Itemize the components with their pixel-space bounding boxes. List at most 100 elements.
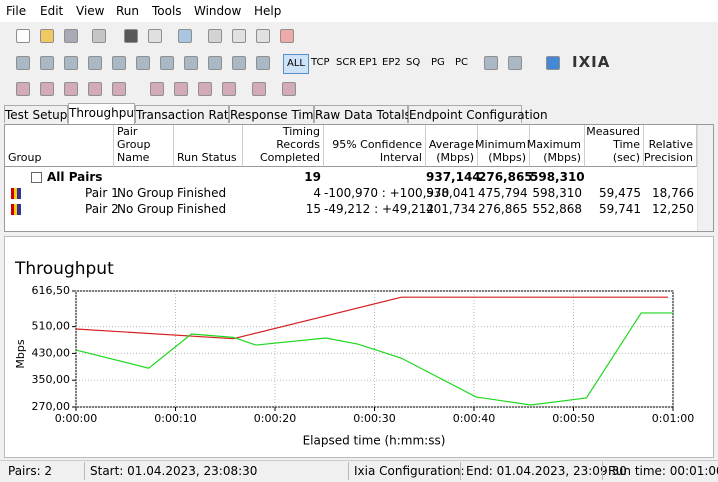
tab[interactable]: Throughput [68, 103, 139, 124]
menu-item[interactable]: Help [254, 4, 282, 18]
pair-icon [11, 188, 21, 199]
menu-item[interactable]: File [6, 4, 27, 18]
filter-button[interactable]: PG [431, 57, 445, 68]
data-line [75, 312, 673, 406]
table-cell: 937,144 [426, 170, 481, 184]
tab[interactable]: Response Time [229, 105, 321, 123]
results-table: Group Pair Group Name Run Status Timing Rec… [4, 124, 714, 232]
data-line [75, 296, 669, 340]
menu-item[interactable]: Run [116, 4, 140, 18]
filter-button[interactable]: PC [455, 57, 469, 68]
toolbar-button[interactable] [184, 56, 198, 70]
table-cell: Finished [177, 202, 227, 216]
toolbar-button[interactable] [40, 56, 54, 70]
menu-item[interactable]: View [76, 4, 105, 18]
table-cell: 276,865 [478, 202, 528, 216]
status-field: Pairs: 2 [8, 464, 53, 478]
scrollbar [697, 125, 713, 231]
toolbar-button[interactable] [160, 56, 174, 70]
filter-button[interactable]: TCP [311, 57, 330, 68]
status-field: End: 01.04.2023, 23:09:30 [466, 464, 627, 478]
toolbar-button[interactable] [282, 82, 296, 96]
filter-button[interactable]: ALL [283, 54, 309, 74]
toolbar-button[interactable] [178, 29, 192, 43]
toolbar-button[interactable] [252, 82, 266, 96]
toolbar-button[interactable] [484, 56, 498, 70]
table-cell: 19 [304, 170, 321, 184]
filter-button[interactable]: SCR [336, 57, 357, 68]
table-cell: 59,741 [599, 202, 641, 216]
y-axis-label: Mbps [14, 339, 27, 368]
menu-item[interactable]: Tools [152, 4, 182, 18]
toolbar-button[interactable] [88, 56, 102, 70]
toolbar-button[interactable] [546, 56, 560, 70]
toolbar-button[interactable] [136, 56, 150, 70]
status-field: Run time: 00:01:00 [608, 464, 718, 478]
toolbar-button[interactable] [64, 29, 78, 43]
toolbar-button[interactable] [208, 56, 222, 70]
y-tick-label: 510,00 [32, 320, 71, 333]
table-cell: 401,734 [426, 202, 476, 216]
toolbar-button[interactable] [198, 82, 212, 96]
tab[interactable]: Transaction Rate [135, 105, 236, 123]
filter-button[interactable]: SQ [406, 57, 421, 68]
column-header: Maximum (Mbps) [527, 125, 585, 167]
table-cell: 475,794 [478, 186, 528, 200]
column-header: 95% Confidence Interval [324, 125, 426, 167]
y-tick-label: 616,50 [32, 284, 71, 297]
filter-button[interactable]: EP1 [359, 57, 378, 68]
x-tick-label: 0:00:00 [55, 412, 97, 425]
table-cell: 12,250 [652, 202, 694, 216]
table-cell: No Group [117, 186, 174, 200]
toolbar-button[interactable] [256, 56, 270, 70]
table-cell: 598,310 [530, 170, 585, 184]
logo: IXIA [572, 53, 611, 71]
toolbar-button[interactable] [232, 56, 246, 70]
toolbar-button[interactable] [508, 56, 522, 70]
x-tick-label: 0:00:10 [154, 412, 196, 425]
toolbar-button[interactable] [150, 82, 164, 96]
toolbar-button[interactable] [112, 82, 126, 96]
tab[interactable]: Test Setup [4, 105, 68, 123]
toolbar-button[interactable] [88, 82, 102, 96]
x-tick-label: 0:00:20 [254, 412, 296, 425]
status-separator [348, 462, 349, 480]
tab[interactable]: Endpoint Configuration [408, 105, 548, 123]
toolbar-button[interactable] [174, 82, 188, 96]
toolbar-button[interactable] [112, 56, 126, 70]
status-separator [84, 462, 85, 480]
menu-item[interactable]: Window [194, 4, 242, 18]
toolbar-button[interactable] [64, 56, 78, 70]
status-field: Ixia Configuration: [354, 464, 465, 478]
menu-item[interactable]: Edit [40, 4, 64, 18]
collapse-toggle[interactable] [31, 172, 42, 183]
toolbar-button[interactable] [64, 82, 78, 96]
toolbar-button[interactable] [92, 29, 106, 43]
filter-button[interactable]: EP2 [382, 57, 401, 68]
table-cell: Pair 1 [85, 186, 119, 200]
toolbar-button[interactable] [40, 29, 54, 43]
toolbar-button[interactable] [40, 82, 54, 96]
toolbar-button[interactable] [16, 82, 30, 96]
column-header: Relative Precision [644, 125, 697, 167]
table-cell: No Group [117, 202, 174, 216]
toolbar-button[interactable] [222, 82, 236, 96]
toolbar-button[interactable] [16, 56, 30, 70]
toolbar-button[interactable] [124, 29, 138, 43]
toolbar-button[interactable] [280, 29, 294, 43]
table-cell: 15 [305, 202, 321, 216]
table-cell: Finished [177, 186, 227, 200]
column-header: Measured Time (sec) [585, 125, 644, 167]
column-header: Timing Records Completed [243, 125, 324, 167]
toolbar-button[interactable] [148, 29, 162, 43]
column-header: Group [5, 125, 114, 167]
toolbar-button[interactable] [232, 29, 246, 43]
toolbar-button[interactable] [256, 29, 270, 43]
y-tick-label: 430,00 [32, 346, 71, 359]
table-cell: 552,868 [532, 202, 582, 216]
x-tick-label: 0:00:40 [453, 412, 495, 425]
toolbar-button[interactable] [16, 29, 30, 43]
tab[interactable]: Raw Data Totals [314, 105, 411, 123]
toolbar-button[interactable] [208, 29, 222, 43]
